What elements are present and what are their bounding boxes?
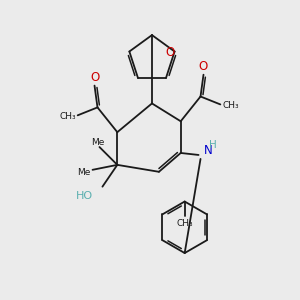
Text: H: H [208,140,216,150]
Text: N: N [203,143,212,157]
Text: O: O [165,46,174,59]
Text: CH₃: CH₃ [222,101,239,110]
Text: CH₃: CH₃ [176,219,193,228]
Text: Me: Me [77,168,91,177]
Text: O: O [90,71,99,84]
Text: Me: Me [91,138,104,147]
Text: HO: HO [75,190,92,201]
Text: O: O [199,60,208,73]
Text: CH₃: CH₃ [59,112,76,121]
